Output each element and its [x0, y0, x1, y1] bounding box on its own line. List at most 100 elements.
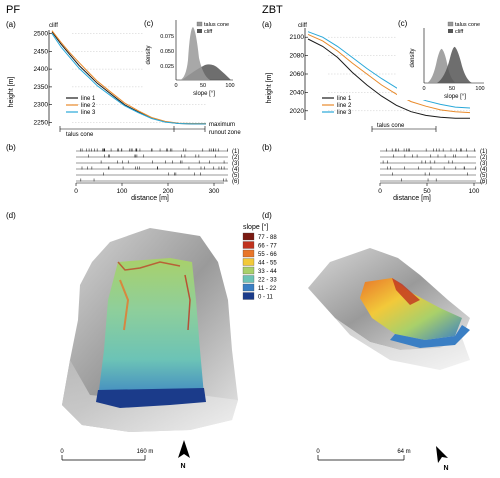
scale-end: 64 m: [397, 449, 410, 455]
slope-tick-50: 50: [449, 86, 455, 92]
zbt-slope-map: (d) 0 64 m N: [262, 211, 470, 472]
slope-class-swatch: [242, 292, 255, 300]
slope-class-label: 55 - 66: [258, 252, 277, 258]
profile-line-2: [307, 33, 471, 114]
slope-class-label: 22 - 33: [258, 278, 277, 284]
site-title-pf: PF: [6, 4, 20, 16]
north-arrow-icon: [178, 440, 190, 458]
max-runout-label-2: runout zone: [209, 130, 241, 136]
distance-tick-label: 0: [74, 188, 78, 195]
line-legend: line 1 line 2 line 3: [66, 96, 96, 116]
cliff-label: cliff: [298, 23, 307, 29]
legend-cliff: cliff: [204, 29, 213, 35]
row-label: (5): [232, 173, 239, 179]
row-label: (2): [232, 155, 239, 161]
north-label: N: [443, 465, 448, 472]
slope-class-label: 33 - 44: [258, 269, 277, 275]
legend-line-1: line 1: [81, 96, 96, 102]
row-label: (4): [232, 167, 239, 173]
zbt-distribution-panel: (b) (1)(2)(3)(4)(5)(6) 0 50 100 distance […: [262, 143, 487, 202]
density-tick-0075: 0.075: [160, 34, 174, 40]
cliff-label: cliff: [49, 23, 58, 29]
distance-axis-label: distance [m]: [393, 195, 431, 202]
scale-start: 0: [316, 449, 320, 455]
slope-class-swatch: [242, 232, 255, 241]
height-tick-label: 2250: [34, 119, 49, 126]
slope-class-swatch: [242, 283, 255, 292]
profile-line-3: [51, 33, 206, 125]
slope-class-swatch: [242, 249, 255, 258]
row-label: (1): [232, 149, 239, 155]
profile-line-1: [307, 38, 470, 119]
row-label: (5): [480, 173, 487, 179]
pf-density-inset: (c) 0.075 0.050 0.025 density 0 50 100 s…: [143, 16, 238, 97]
line-legend: line 1 line 2 line 3: [322, 96, 352, 116]
pf-distribution-panel: (b) (1)(2)(3)(4)(5)(6) 0 100 200 300 distan…: [6, 143, 239, 202]
panel-label-d: (d): [262, 211, 272, 220]
height-ticks: 2500 2450 2400 2350 2300 2250: [34, 31, 52, 126]
panel-label-a: (a): [6, 20, 16, 29]
talus-cone-label: talus cone: [377, 123, 405, 129]
height-tick-label: 2100: [290, 34, 305, 41]
distance-tick-label: 100: [469, 188, 480, 195]
height-ticks: 2100 2080 2060 2040 2020: [290, 34, 308, 115]
distance-tick-label: 300: [209, 188, 220, 195]
slope-tick-100: 100: [225, 83, 234, 89]
max-runout-label-1: maximum: [209, 122, 235, 128]
slope-class-swatch: [242, 275, 255, 283]
scale-start: 0: [60, 449, 64, 455]
height-axis-label: height [m]: [266, 73, 273, 104]
density-tick-0050: 0.050: [160, 49, 174, 55]
density-tick-0025: 0.025: [160, 64, 174, 70]
distance-tick-label: 200: [163, 188, 174, 195]
row-label: (3): [480, 161, 487, 167]
row-label: (2): [480, 155, 487, 161]
event-rows: (1)(2)(3)(4)(5)(6): [380, 148, 487, 185]
height-tick-label: 2350: [34, 84, 49, 91]
height-axis-label: height [m]: [8, 77, 15, 108]
distance-tick-label: 50: [423, 188, 431, 195]
density-axis-label: density: [146, 45, 152, 64]
scale-end: 160 m: [137, 449, 154, 455]
panel-label-b: (b): [6, 143, 16, 152]
legend-talus: talus cone: [204, 22, 229, 28]
slope-legend-title: slope [°]: [243, 223, 268, 231]
legend-line-2: line 2: [337, 103, 352, 109]
slope-tick-0: 0: [174, 83, 177, 89]
zbt-density-inset: (c) density 0 50 100 slope [°] talus con…: [397, 16, 492, 100]
legend-talus: talus cone: [455, 22, 480, 28]
slope-tick-0: 0: [422, 86, 425, 92]
distance-tick-label: 100: [117, 188, 128, 195]
distance-ticks: 0 50 100: [378, 182, 484, 195]
legend-line-1: line 1: [337, 96, 352, 102]
panel-label-a: (a): [262, 20, 272, 29]
slope-class-label: 11 - 22: [258, 286, 277, 292]
slope-class-label: 44 - 55: [258, 261, 277, 267]
panel-label-c: (c): [144, 19, 154, 28]
slope-class-swatch: [242, 258, 255, 266]
slope-tick-50: 50: [200, 83, 206, 89]
distance-ticks: 0 100 200 300: [74, 182, 224, 195]
slope-class-label: 66 - 77: [258, 244, 277, 250]
height-tick-label: 2400: [34, 66, 49, 73]
profile-lines: [307, 31, 471, 119]
panel-label-d: (d): [6, 211, 16, 220]
legend-line-3: line 3: [81, 110, 96, 116]
slope-axis-label: slope [°]: [444, 94, 466, 100]
height-tick-label: 2040: [290, 89, 305, 96]
site-title-zbt: ZBT: [262, 4, 283, 16]
north-arrow-icon: [436, 446, 448, 463]
north-label: N: [180, 463, 185, 470]
legend-line-2: line 2: [81, 103, 96, 109]
height-tick-label: 2500: [34, 31, 49, 38]
row-label: (1): [480, 149, 487, 155]
slope-tick-100: 100: [475, 86, 484, 92]
height-tick-label: 2060: [290, 71, 305, 78]
legend-line-3: line 3: [337, 110, 352, 116]
event-rows: (1)(2)(3)(4)(5)(6): [76, 148, 239, 185]
talus-cone-label: talus cone: [66, 132, 94, 138]
slope-class-label: 77 - 88: [258, 235, 277, 241]
distance-axis-label: distance [m]: [131, 195, 169, 202]
slope-class-label: 0 - 11: [258, 295, 274, 301]
